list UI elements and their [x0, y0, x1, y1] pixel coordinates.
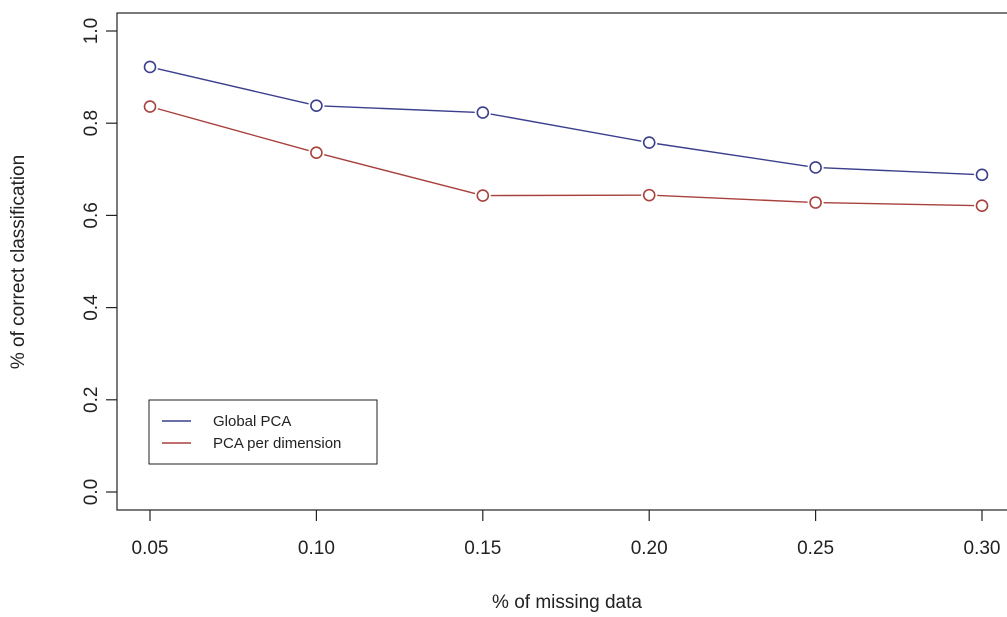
- data-point: [476, 189, 490, 202]
- plot-frame: [116, 12, 1007, 511]
- series-line-segment: [657, 194, 808, 203]
- series-line-segment: [157, 68, 309, 105]
- x-tick-label: 0.05: [132, 538, 169, 559]
- series-line-segment: [324, 105, 475, 113]
- x-axis-title: % of missing data: [492, 592, 642, 613]
- y-tick-label: 0.6: [81, 202, 102, 228]
- y-tick-label: 1.0: [81, 18, 102, 44]
- series-line-segment: [323, 154, 476, 195]
- data-point: [143, 100, 157, 113]
- series-line-segment: [823, 201, 975, 207]
- data-point: [642, 136, 656, 149]
- data-point: [642, 188, 656, 202]
- data-point: [476, 106, 490, 119]
- data-point: [975, 168, 989, 182]
- series-line-segment: [823, 167, 975, 176]
- series-global-pca: [143, 60, 989, 182]
- x-tick-label: 0.15: [464, 538, 501, 559]
- legend-label: Global PCA: [213, 413, 291, 430]
- legend-box: [148, 399, 378, 465]
- data-point: [310, 99, 323, 112]
- data-point: [809, 161, 822, 174]
- y-tick-label: 0.8: [81, 110, 102, 136]
- data-point: [310, 146, 323, 160]
- legend: Global PCA PCA per dimension: [148, 399, 378, 465]
- y-tick-label: 0.4: [81, 294, 102, 321]
- data-point: [809, 196, 822, 209]
- series-layer: [143, 60, 989, 213]
- y-tick-label: 0.0: [81, 479, 102, 505]
- x-tick-label: 0.25: [797, 538, 834, 559]
- x-tick-label: 0.10: [298, 538, 335, 559]
- data-point: [143, 60, 157, 74]
- data-point: [975, 199, 989, 213]
- x-tick-label: 0.30: [964, 538, 1001, 559]
- legend-label: PCA per dimension: [213, 435, 341, 452]
- series-line-segment: [657, 143, 808, 167]
- x-tick-label: 0.20: [631, 538, 668, 559]
- y-tick-label: 0.2: [81, 387, 102, 413]
- x-axis: 0.05 0.10 0.15 0.20 0.25 0.30: [132, 510, 1001, 559]
- series-pca-per-dimension: [143, 100, 989, 213]
- y-axis: 0.0 0.2 0.4 0.6 0.8 1.0: [81, 18, 117, 505]
- series-line-segment: [157, 108, 309, 152]
- y-axis-title: % of correct classification: [8, 155, 29, 369]
- series-line-segment: [490, 113, 642, 142]
